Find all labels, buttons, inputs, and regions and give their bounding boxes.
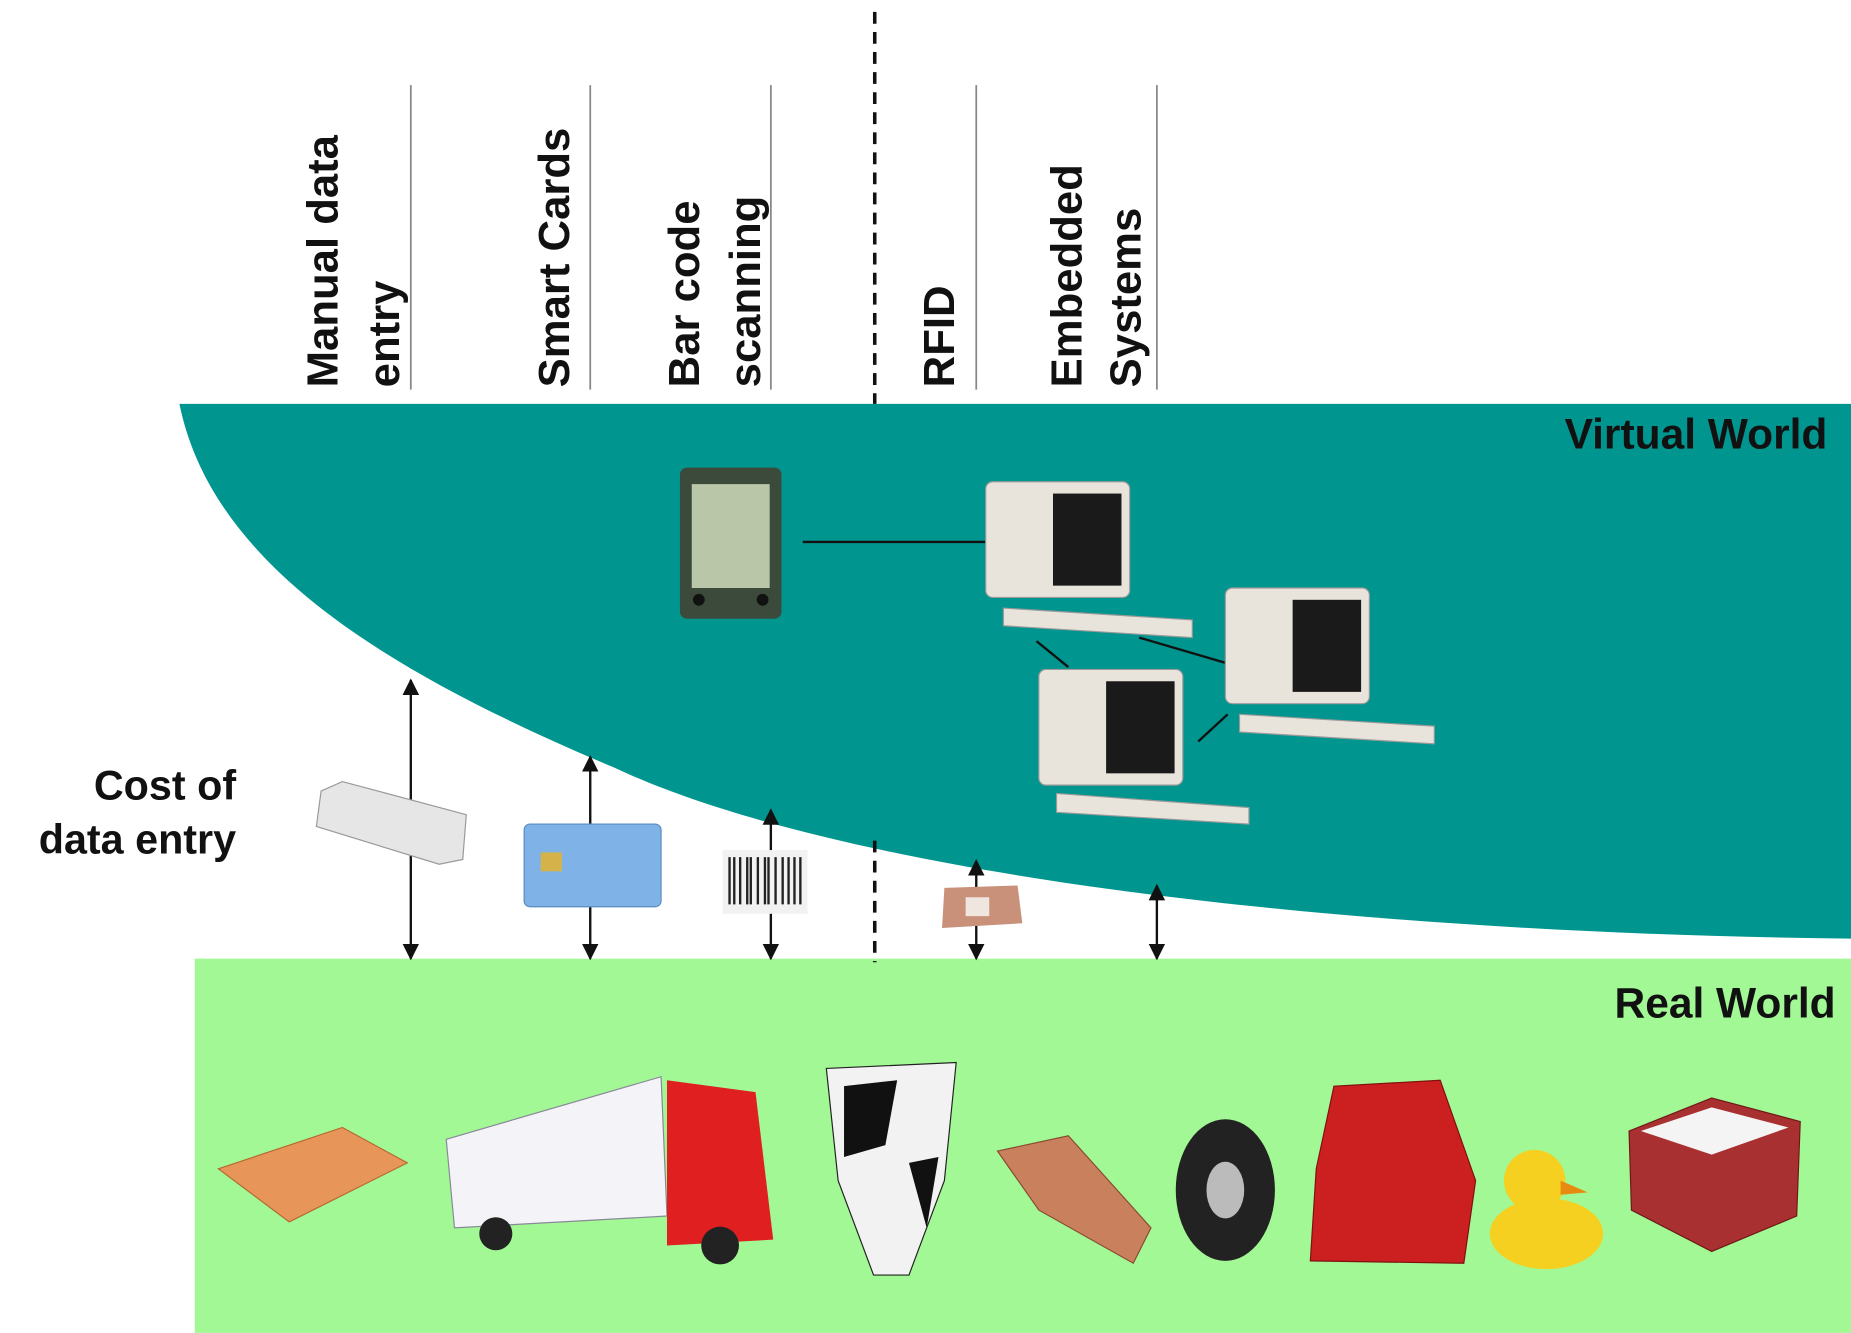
virtual-world-label: Virtual World [1565, 412, 1828, 459]
tech-label: Embedded [1042, 164, 1091, 387]
tech-label: Bar code [660, 200, 709, 387]
tire-icon [1176, 1119, 1275, 1261]
barcode-icon [722, 850, 807, 914]
page: Manual data entry Smart Cards Bar code s… [0, 0, 1851, 1333]
pda-icon [680, 468, 782, 619]
smart-card-icon [524, 824, 661, 907]
tech-label: Systems [1101, 208, 1150, 388]
tech-label: Smart Cards [530, 128, 579, 388]
rfid-tag-icon [942, 885, 1022, 927]
tech-label: Manual data [299, 134, 348, 387]
tech-label: scanning [721, 196, 770, 388]
tech-label: entry [360, 280, 409, 387]
diagram: Manual data entry Smart Cards Bar code s… [0, 0, 1851, 1333]
cost-label: Cost of [94, 762, 236, 808]
tech-label: RFID [915, 285, 964, 387]
cost-label: data entry [39, 817, 236, 863]
keyboard-icon [316, 782, 466, 865]
real-world-label: Real World [1615, 981, 1836, 1028]
